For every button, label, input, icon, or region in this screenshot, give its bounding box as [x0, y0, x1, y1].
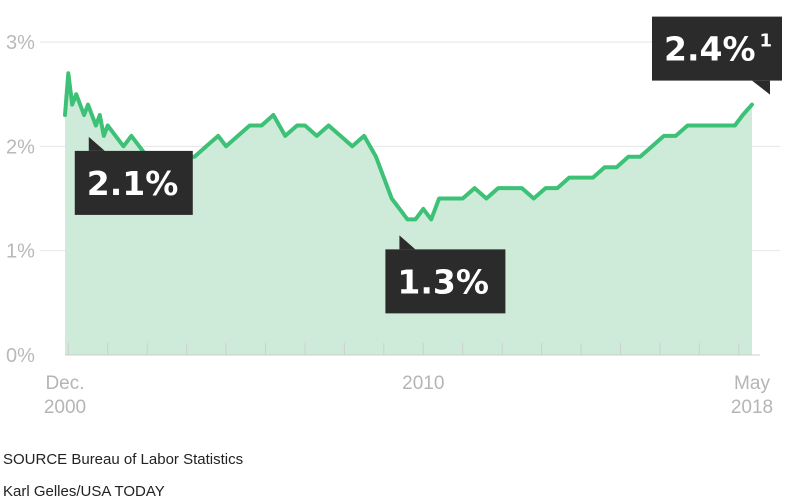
y-tick-label: 2%: [6, 136, 35, 158]
callout-pointer: [399, 235, 416, 250]
callout-label: 1.3%: [397, 262, 489, 301]
callout-box: [74, 150, 193, 215]
y-tick-label: 1%: [6, 241, 35, 263]
x-tick-label: May: [734, 373, 770, 394]
callout-box: [385, 249, 506, 314]
callout: 2.1%: [74, 136, 193, 215]
callouts: 2.1% 1.3% 2.4% 1: [74, 16, 782, 314]
footnote-marker: 1: [760, 31, 773, 52]
x-tick-label: 2018: [731, 397, 773, 418]
callout-label: 2.1%: [87, 164, 179, 203]
callout-pointer: [88, 136, 105, 151]
x-tick-label: 2000: [44, 397, 86, 418]
y-tick-label: 3%: [6, 32, 35, 54]
callout-box: [652, 16, 782, 81]
y-axis-ticks: 3% 2% 1% 0%: [6, 32, 35, 367]
callout: 2.4% 1: [652, 16, 782, 95]
credit-note: Karl Gelles/USA TODAY: [3, 483, 165, 500]
area-series: [63, 71, 754, 356]
series-line: [63, 71, 754, 222]
callout: 1.3%: [385, 235, 506, 314]
inflation-area-chart: 3% 2% 1% 0% Dec. 2000 2010 May 2018 2.1% 1.3% 2.4…: [6, 16, 782, 418]
source-note: SOURCE Bureau of Labor Statistics: [3, 451, 244, 468]
x-axis: [65, 343, 760, 356]
y-tick-label: 0%: [6, 345, 35, 367]
area-fill: [65, 73, 752, 356]
x-tick-label: 2010: [402, 373, 444, 394]
x-tick-label: Dec.: [45, 373, 84, 394]
callout-label: 2.4% 1: [664, 30, 772, 69]
x-axis-ticks: Dec. 2000 2010 May 2018: [44, 373, 773, 418]
callout-pointer: [752, 80, 770, 95]
